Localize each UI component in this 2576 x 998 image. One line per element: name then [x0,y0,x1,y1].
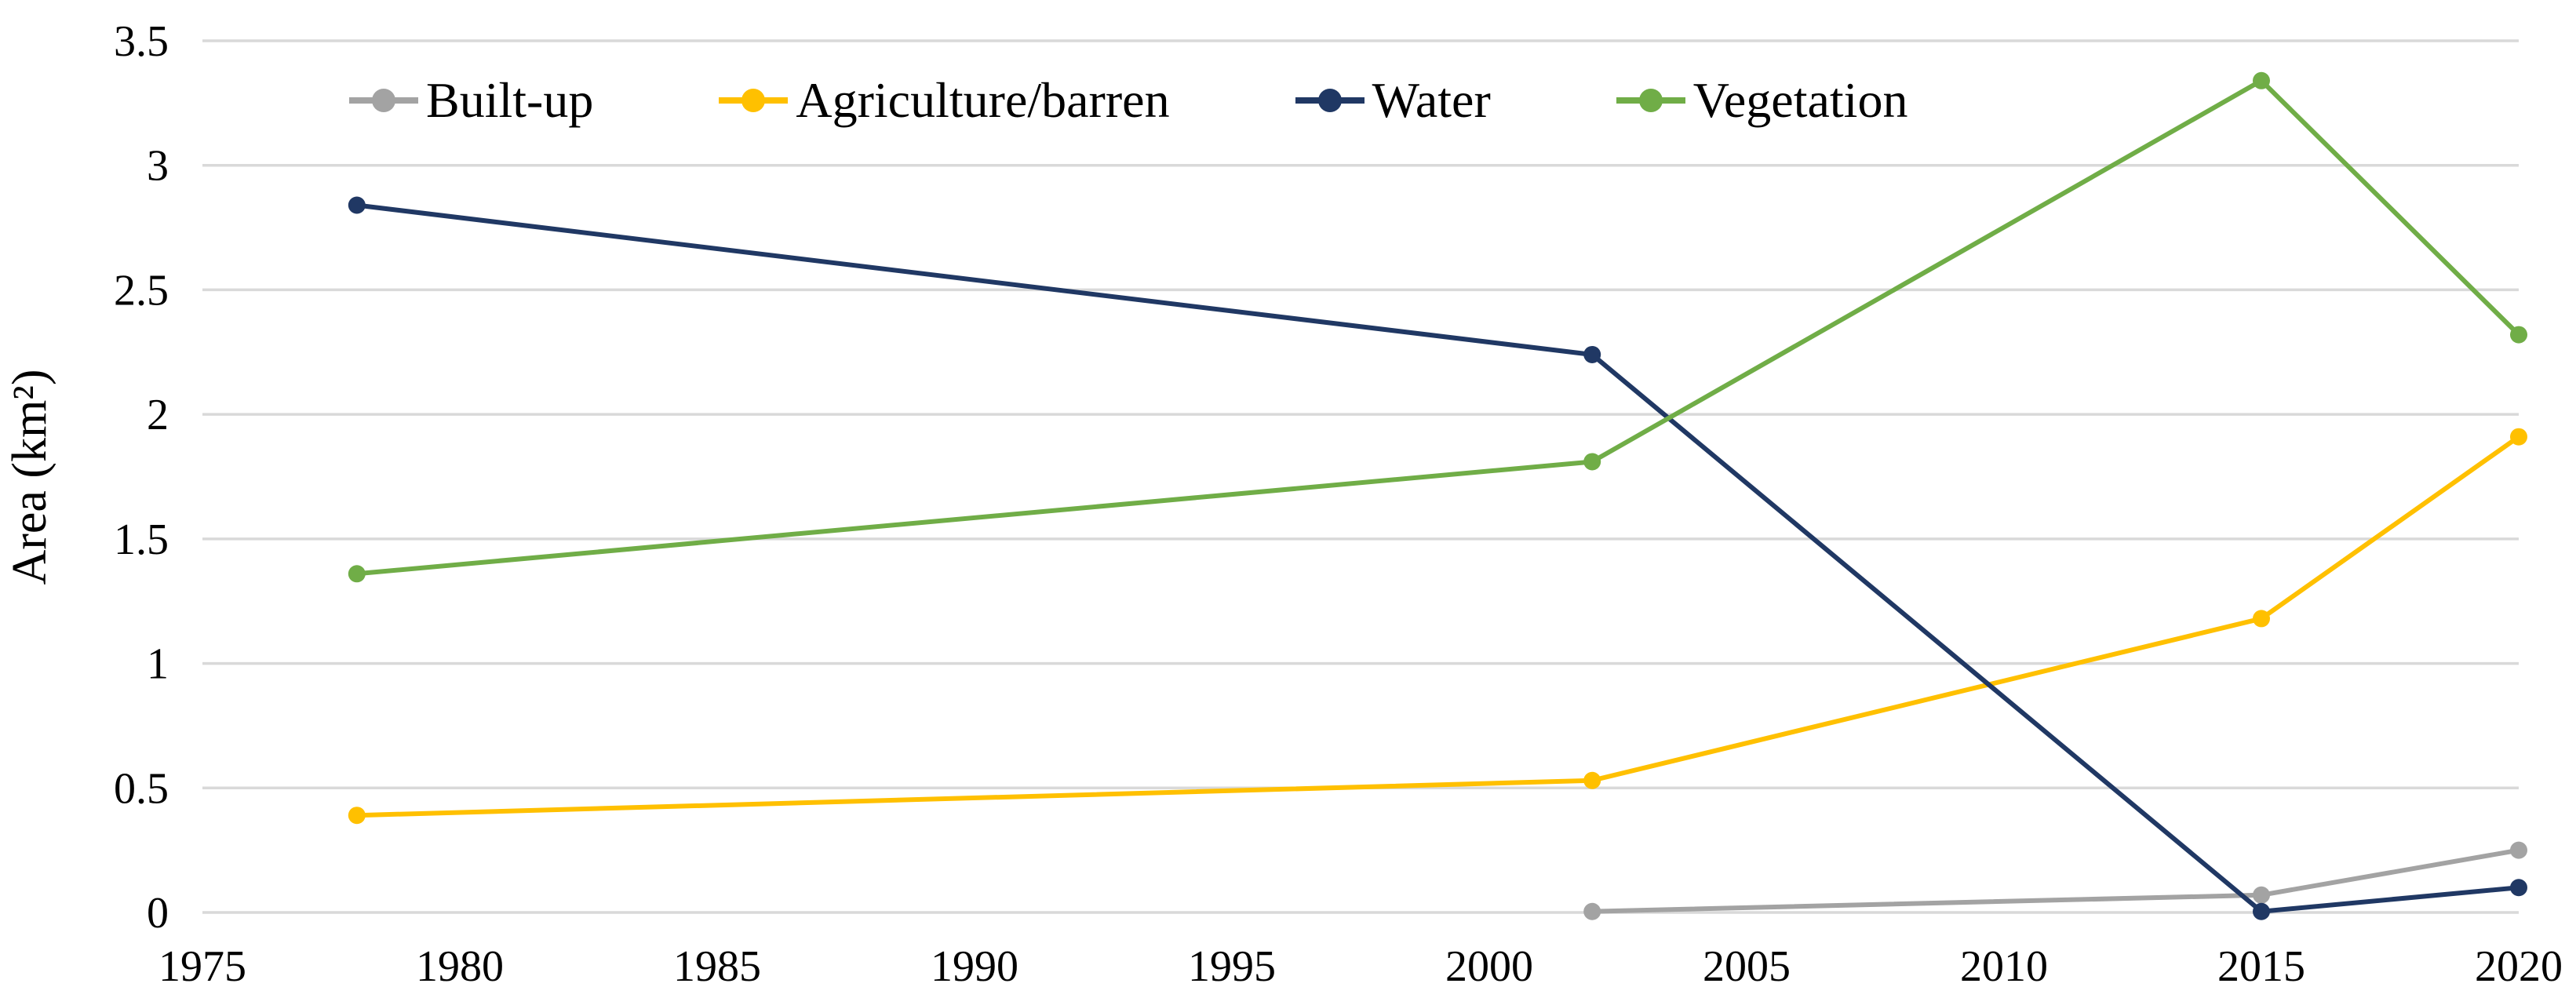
y-tick-label: 0.5 [114,764,169,813]
data-point-vegetation [2253,71,2270,89]
series-line-agriculture-barren [354,434,2521,818]
data-point-water [1583,345,1601,363]
x-tick-label: 2005 [1703,942,1791,991]
legend-marker-dot [1638,89,1663,112]
data-point-vegetation [348,565,366,583]
data-point-vegetation [1583,453,1601,471]
y-tick-label: 2 [147,391,169,439]
x-tick-label: 1995 [1188,942,1276,991]
legend-item-built-up: Built-up [349,75,593,126]
x-tick-label: 2000 [1445,942,1533,991]
data-point-agriculture-barren [2510,428,2527,446]
x-tick-label: 2020 [2475,942,2563,991]
data-point-vegetation [2510,326,2527,344]
legend-marker-agriculture-barren [719,89,789,112]
legend-label: Vegetation [1692,72,1908,128]
x-tick-label: 2015 [2217,942,2305,991]
legend: Built-up Agriculture/barren Water Vegetatio… [349,75,1907,126]
legend-label: Agriculture/barren [796,72,1170,128]
data-point-built-up [2510,841,2527,859]
series-line-water [354,202,2521,914]
legend-label: Built-up [426,72,594,128]
y-tick-label: 3 [147,142,169,191]
legend-item-water: Water [1295,75,1491,126]
legend-marker-vegetation [1616,89,1685,112]
legend-marker-dot [741,89,766,112]
y-tick-label: 1 [147,640,169,689]
x-tick-label: 1985 [673,942,761,991]
y-tick-label: 1.5 [114,515,169,564]
data-point-built-up [1583,902,1601,920]
legend-marker-built-up [349,89,418,112]
y-tick-label: 3.5 [114,17,169,66]
legend-item-vegetation: Vegetation [1616,72,1908,128]
x-tick-label: 2010 [1960,942,2048,991]
data-point-water [2510,879,2527,897]
data-point-built-up [2253,886,2270,904]
legend-label: Water [1372,72,1491,128]
y-axis-title: Area (km²) [3,369,56,585]
x-tick-label: 1990 [931,942,1018,991]
y-tick-label: 0 [147,889,169,938]
data-point-agriculture-barren [2253,610,2270,628]
legend-marker-dot [372,89,395,112]
series-line-vegetation [354,78,2521,577]
x-tick-label: 1980 [416,942,504,991]
y-tick-label: 2.5 [114,266,169,315]
data-point-water [2253,902,2270,920]
data-point-water [348,196,366,214]
data-point-agriculture-barren [1583,771,1601,789]
legend-marker-dot [1317,89,1342,112]
data-point-agriculture-barren [348,807,366,825]
x-tick-label: 1975 [158,942,246,991]
legend-item-agriculture-barren: Agriculture/barren [719,72,1170,128]
legend-marker-water [1295,89,1365,112]
